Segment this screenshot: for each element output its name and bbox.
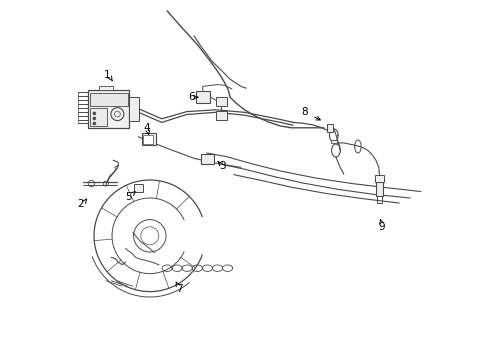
Bar	[326, 124, 332, 132]
Bar	[375, 182, 382, 196]
Bar	[143, 135, 153, 144]
Circle shape	[93, 117, 96, 120]
Text: 1: 1	[103, 69, 110, 80]
Text: 6: 6	[187, 92, 194, 102]
Circle shape	[93, 122, 96, 125]
Bar	[99, 86, 113, 90]
Text: 9: 9	[378, 222, 385, 232]
Text: 4: 4	[143, 123, 150, 133]
Circle shape	[93, 112, 96, 115]
Bar	[374, 175, 383, 182]
Text: 3: 3	[219, 161, 226, 171]
Bar	[215, 97, 227, 106]
Text: 2: 2	[78, 199, 84, 210]
Bar	[88, 90, 129, 128]
Bar	[129, 97, 139, 121]
Circle shape	[111, 108, 123, 121]
Bar	[142, 133, 155, 145]
Text: 8: 8	[301, 107, 307, 117]
Bar	[133, 184, 142, 192]
Text: 5: 5	[125, 192, 132, 202]
Bar	[89, 108, 107, 126]
Bar	[196, 91, 209, 103]
Bar	[330, 140, 336, 143]
Text: 7: 7	[175, 284, 182, 294]
Bar	[215, 111, 227, 120]
Bar	[89, 93, 127, 106]
Bar	[200, 154, 214, 164]
